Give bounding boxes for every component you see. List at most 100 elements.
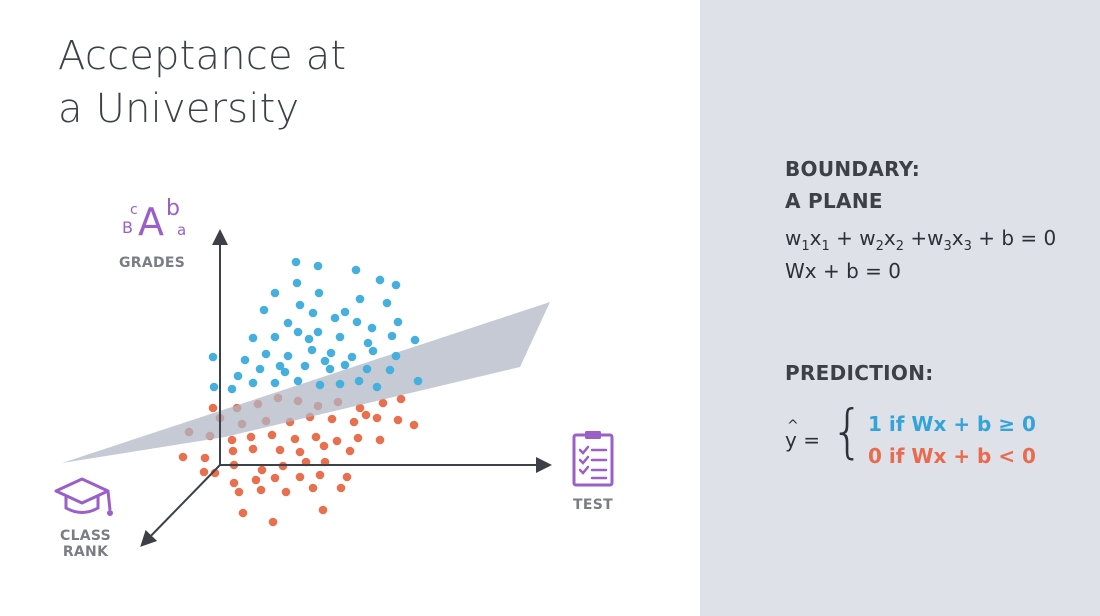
negative-point (251, 475, 261, 485)
positive-point (375, 275, 385, 285)
negative-point (336, 483, 346, 493)
y-hat: ^ y = (785, 418, 820, 452)
positive-point (372, 382, 382, 392)
grade-letter-b-sup: b (166, 196, 180, 221)
positive-point (295, 300, 305, 310)
negative-point (375, 435, 385, 445)
negative-point (228, 446, 238, 456)
positive-point (315, 380, 325, 390)
positive-point (248, 378, 258, 388)
negative-point (229, 478, 239, 488)
negative-point (270, 473, 280, 483)
positive-point (393, 317, 403, 327)
negative-point (295, 472, 305, 482)
negative-point (248, 444, 258, 454)
positive-point (208, 352, 218, 362)
negative-point (342, 472, 352, 482)
negative-point (281, 487, 291, 497)
negative-point (378, 398, 388, 408)
positive-point (240, 355, 250, 365)
negative-point (208, 403, 218, 413)
positive-point (340, 360, 350, 370)
positive-point (368, 346, 378, 356)
positive-point (320, 356, 330, 366)
left-brace: { (830, 397, 865, 465)
y-hat-text: y = (785, 428, 820, 452)
class-rank-axis (140, 464, 221, 547)
positive-point (304, 334, 314, 344)
positive-point (308, 308, 318, 318)
page-title: Acceptance at a University (58, 30, 346, 136)
positive-point (391, 351, 401, 361)
positive-point (354, 376, 364, 386)
positive-point (300, 361, 310, 371)
negative-point (353, 433, 363, 443)
negative-point (275, 445, 285, 455)
prediction-case-positive: 1 if Wx + b ≥ 0 (868, 412, 1036, 436)
positive-point (347, 352, 357, 362)
grade-letter-a-sub: a (177, 221, 187, 239)
formula-panel (700, 0, 1100, 616)
positive-point (385, 365, 395, 375)
eq-sub2: 1 (821, 239, 830, 254)
negative-point (311, 432, 321, 442)
positive-point (261, 349, 271, 359)
negative-point (227, 435, 237, 445)
positive-point (270, 378, 280, 388)
eq-w1: w (785, 226, 802, 250)
negative-point (200, 453, 210, 463)
hat-symbol: ^ (787, 418, 799, 434)
diagram-panel (0, 0, 700, 616)
positive-point (292, 278, 302, 288)
positive-point (326, 348, 336, 358)
vector-equation: Wx + b = 0 (785, 259, 901, 283)
test-label: TEST (573, 497, 613, 513)
test-clipboard-icon (572, 431, 614, 487)
positive-point (314, 288, 324, 298)
positive-point (270, 288, 280, 298)
eq-x1: x (809, 226, 822, 250)
positive-point (209, 382, 219, 392)
negative-point (372, 413, 382, 423)
negative-point (268, 517, 278, 527)
positive-point (355, 294, 365, 304)
negative-point (349, 417, 359, 427)
positive-point (391, 280, 401, 290)
class-rank-line-1: CLASS (60, 528, 112, 544)
negative-point (332, 436, 342, 446)
negative-point (361, 410, 371, 420)
positive-point (233, 371, 243, 381)
negative-point (290, 434, 300, 444)
negative-point (234, 487, 244, 497)
eq-rest: + b = 0 (971, 226, 1057, 250)
positive-point (367, 323, 377, 333)
positive-point (387, 331, 397, 341)
title-line-2: a University (58, 86, 300, 132)
class-rank-line-2: RANK (62, 544, 109, 560)
negative-point (238, 508, 248, 518)
class-rank-label: CLASS RANK (60, 528, 111, 560)
negative-point (396, 394, 406, 404)
positive-point (362, 364, 372, 374)
positive-point (352, 317, 362, 327)
positive-point (227, 384, 237, 394)
eq-sub5: 3 (943, 239, 952, 254)
positive-point (307, 345, 317, 355)
negative-point (319, 441, 329, 451)
negative-point (315, 470, 325, 480)
prediction-case-negative: 0 if Wx + b < 0 (868, 444, 1036, 468)
positive-point (275, 361, 285, 371)
negative-point (267, 430, 277, 440)
negative-point (409, 420, 419, 430)
negative-point (308, 483, 318, 493)
boundary-plane (62, 302, 550, 463)
positive-point (313, 261, 323, 271)
grades-icon: B c A b a (120, 196, 190, 248)
positive-point (335, 332, 345, 342)
negative-point (355, 403, 365, 413)
boundary-heading: BOUNDARY: (785, 157, 921, 181)
negative-point (178, 452, 188, 462)
3d-plot (62, 229, 552, 547)
positive-point (325, 364, 335, 374)
negative-point (246, 432, 256, 442)
